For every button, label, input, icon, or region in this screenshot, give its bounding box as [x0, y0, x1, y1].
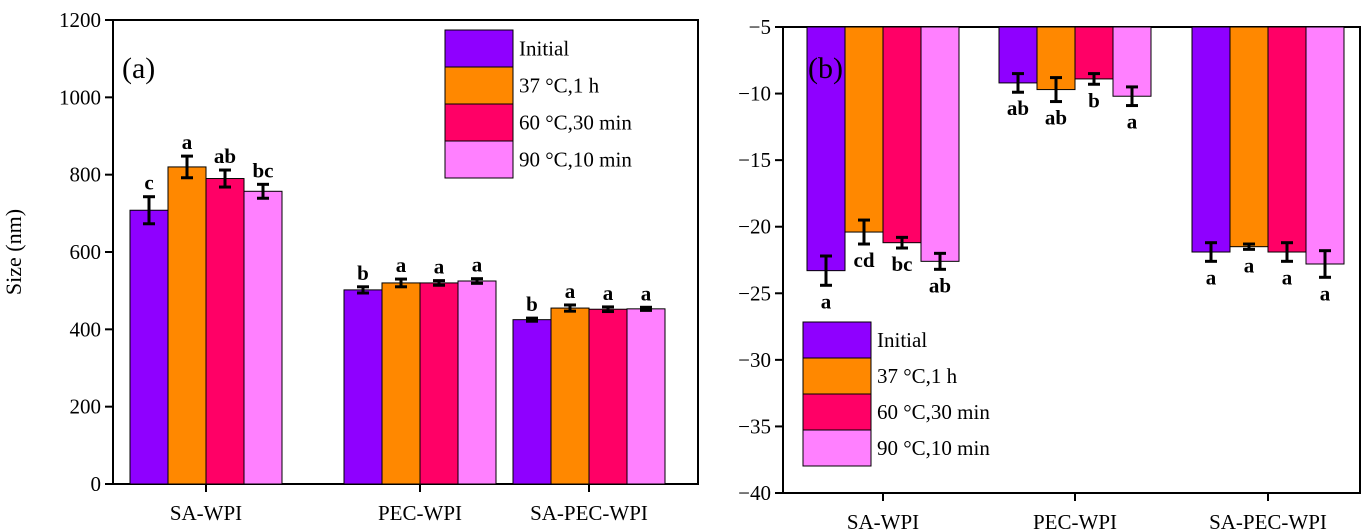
significance-letter: a	[1282, 265, 1293, 289]
bar	[419, 282, 459, 485]
bar	[512, 319, 552, 485]
x-tick-label: PEC-WPI	[378, 501, 462, 525]
legend-label: 37 °C,1 h	[877, 364, 958, 388]
bar	[205, 178, 245, 485]
legend-label: 37 °C,1 h	[519, 74, 600, 98]
x-tick-label: SA-WPI	[170, 501, 242, 525]
y-tick-label: 200	[70, 395, 102, 419]
y-tick-label: −10	[738, 82, 771, 106]
significance-letter: cd	[854, 248, 875, 272]
y-tick-label: 800	[70, 163, 102, 187]
significance-letter: ab	[1045, 106, 1067, 130]
significance-letter: a	[1206, 265, 1217, 289]
bar	[588, 308, 628, 485]
bar	[381, 282, 421, 485]
legend-swatch	[802, 357, 872, 395]
y-tick-label: 1200	[59, 8, 101, 32]
x-tick-label: SA-WPI	[847, 510, 919, 532]
significance-letter: ab	[929, 273, 951, 297]
significance-letter: a	[603, 281, 614, 305]
bar	[457, 280, 497, 485]
significance-letter: ab	[1007, 96, 1029, 120]
legend-label: Initial	[519, 37, 569, 61]
bar	[844, 26, 884, 233]
y-tick-label: −25	[738, 281, 771, 305]
legend-swatch	[802, 393, 872, 431]
bar	[1074, 26, 1114, 80]
significance-letter: a	[1244, 253, 1255, 277]
y-tick-label: −40	[738, 481, 771, 505]
bar	[920, 26, 960, 262]
significance-letter: a	[1320, 281, 1331, 305]
significance-letter: bc	[892, 252, 913, 276]
significance-letter: b	[526, 292, 538, 316]
significance-letter: a	[472, 253, 483, 277]
legend-label: 60 °C,30 min	[519, 111, 632, 135]
significance-letter: ab	[214, 144, 236, 168]
significance-letter: c	[144, 171, 153, 195]
bar	[167, 166, 207, 485]
legend-label: Initial	[877, 328, 927, 352]
y-tick-label: 1000	[59, 85, 101, 109]
legend-label: 90 °C,10 min	[519, 148, 632, 172]
legend-swatch	[802, 321, 872, 359]
significance-letter: a	[396, 253, 407, 277]
significance-letter: b	[1088, 88, 1100, 112]
bar	[1267, 26, 1307, 253]
bar	[626, 308, 666, 485]
y-tick-label: 600	[70, 240, 102, 264]
y-tick-label: 0	[91, 472, 102, 496]
significance-letter: a	[821, 289, 832, 313]
significance-letter: a	[565, 279, 576, 303]
legend-swatch	[444, 103, 514, 142]
bar	[129, 209, 169, 485]
bar	[1229, 26, 1269, 248]
bar	[882, 26, 922, 244]
bar	[343, 289, 383, 485]
y-tick-label: −15	[738, 148, 771, 172]
significance-letter: a	[434, 255, 445, 279]
significance-letter: a	[182, 130, 193, 154]
legend-swatch	[802, 429, 872, 467]
panel-label: (b)	[808, 52, 843, 85]
bar	[1191, 26, 1231, 253]
significance-letter: a	[1127, 110, 1138, 134]
y-tick-label: −35	[738, 414, 771, 438]
legend-label: 60 °C,30 min	[877, 400, 990, 424]
legend-swatch	[444, 140, 514, 179]
bar	[1305, 26, 1345, 265]
y-tick-label: −5	[749, 15, 771, 39]
significance-letter: a	[641, 281, 652, 305]
y-axis-title: Size (nm)	[1, 209, 26, 295]
significance-letter: bc	[253, 158, 274, 182]
bar	[1112, 26, 1152, 97]
y-tick-label: 400	[70, 317, 102, 341]
x-tick-label: PEC-WPI	[1033, 510, 1117, 532]
panel-label: (a)	[122, 52, 155, 85]
bar	[806, 26, 846, 272]
legend-label: 90 °C,10 min	[877, 436, 990, 460]
legend-swatch	[444, 29, 514, 68]
y-tick-label: −20	[738, 215, 771, 239]
x-tick-label: SA-PEC-WPI	[1209, 510, 1327, 532]
legend-swatch	[444, 66, 514, 105]
bar	[243, 190, 283, 485]
y-tick-label: −30	[738, 348, 771, 372]
significance-letter: b	[357, 261, 369, 285]
x-tick-label: SA-PEC-WPI	[530, 501, 648, 525]
bar	[550, 307, 590, 485]
